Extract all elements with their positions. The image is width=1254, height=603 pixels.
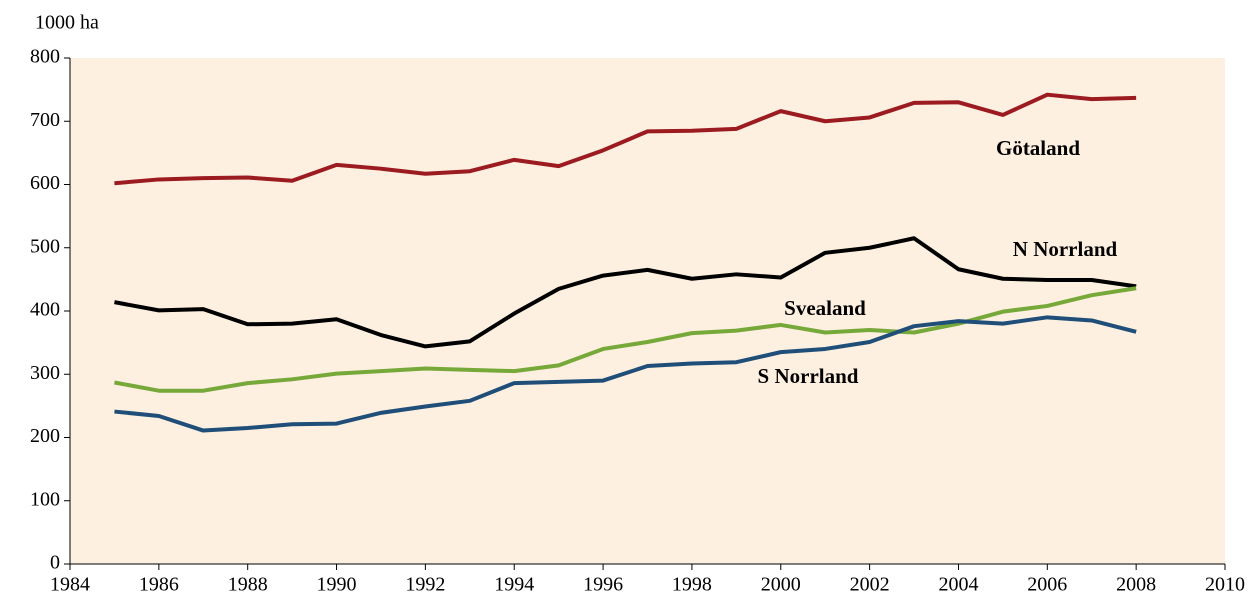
x-tick-label: 1994 (494, 574, 534, 596)
x-tick-label: 2004 (938, 574, 978, 596)
series-label: S Norrland (758, 364, 859, 388)
series-label: Götaland (996, 136, 1080, 160)
series-label: Svealand (784, 296, 866, 320)
series-line (114, 92, 1137, 186)
y-tick-label: 0 (50, 552, 60, 574)
y-tick-label: 500 (30, 235, 60, 257)
y-tick-label: 600 (30, 172, 60, 194)
x-tick-label: 2006 (1027, 574, 1067, 596)
series-label: N Norrland (1013, 237, 1118, 261)
x-tick-label: 2008 (1116, 574, 1156, 596)
y-axis-label: 1000 ha (35, 12, 99, 34)
x-tick-label: 2000 (761, 574, 801, 596)
y-tick-label: 800 (30, 46, 60, 68)
series-line (114, 236, 1137, 349)
x-tick-label: 1998 (672, 574, 712, 596)
x-tick-label: 1988 (228, 574, 268, 596)
x-tick-label: 2010 (1205, 574, 1245, 596)
y-tick-label: 300 (30, 362, 60, 384)
x-tick-label: 1986 (139, 574, 179, 596)
y-tick-label: 400 (30, 299, 60, 321)
y-tick-label: 700 (30, 109, 60, 131)
x-tick-label: 1990 (317, 574, 357, 596)
plot-area (70, 58, 1225, 564)
x-tick-label: 2002 (850, 574, 890, 596)
x-tick-label: 1996 (583, 574, 623, 596)
x-tick-label: 1984 (50, 574, 90, 596)
y-tick-label: 200 (30, 425, 60, 447)
series-line (114, 315, 1137, 433)
y-tick-label: 100 (30, 488, 60, 510)
x-tick-label: 1992 (405, 574, 445, 596)
